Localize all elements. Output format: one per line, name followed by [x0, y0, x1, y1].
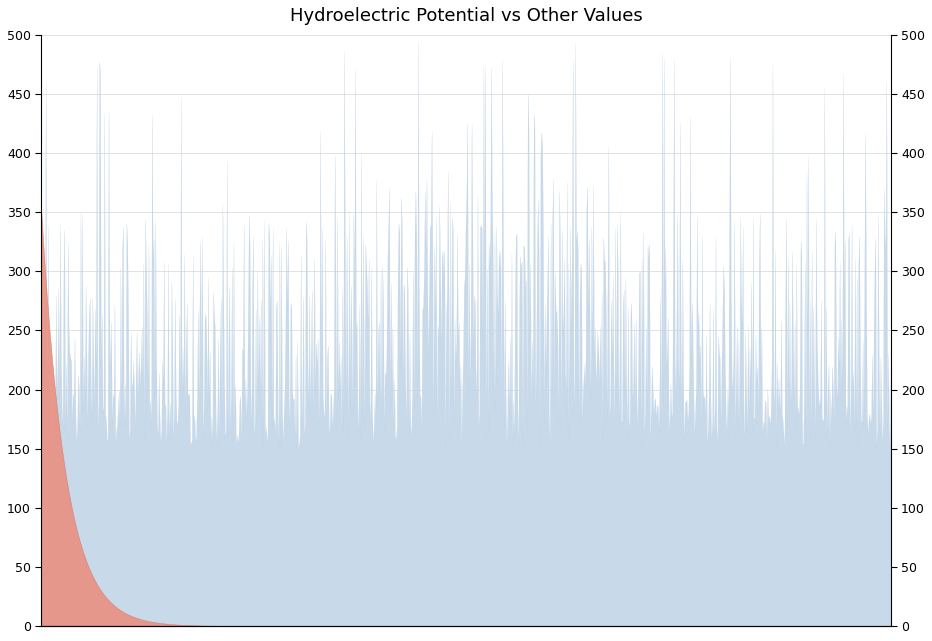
Title: Hydroelectric Potential vs Other Values: Hydroelectric Potential vs Other Values — [290, 7, 642, 25]
